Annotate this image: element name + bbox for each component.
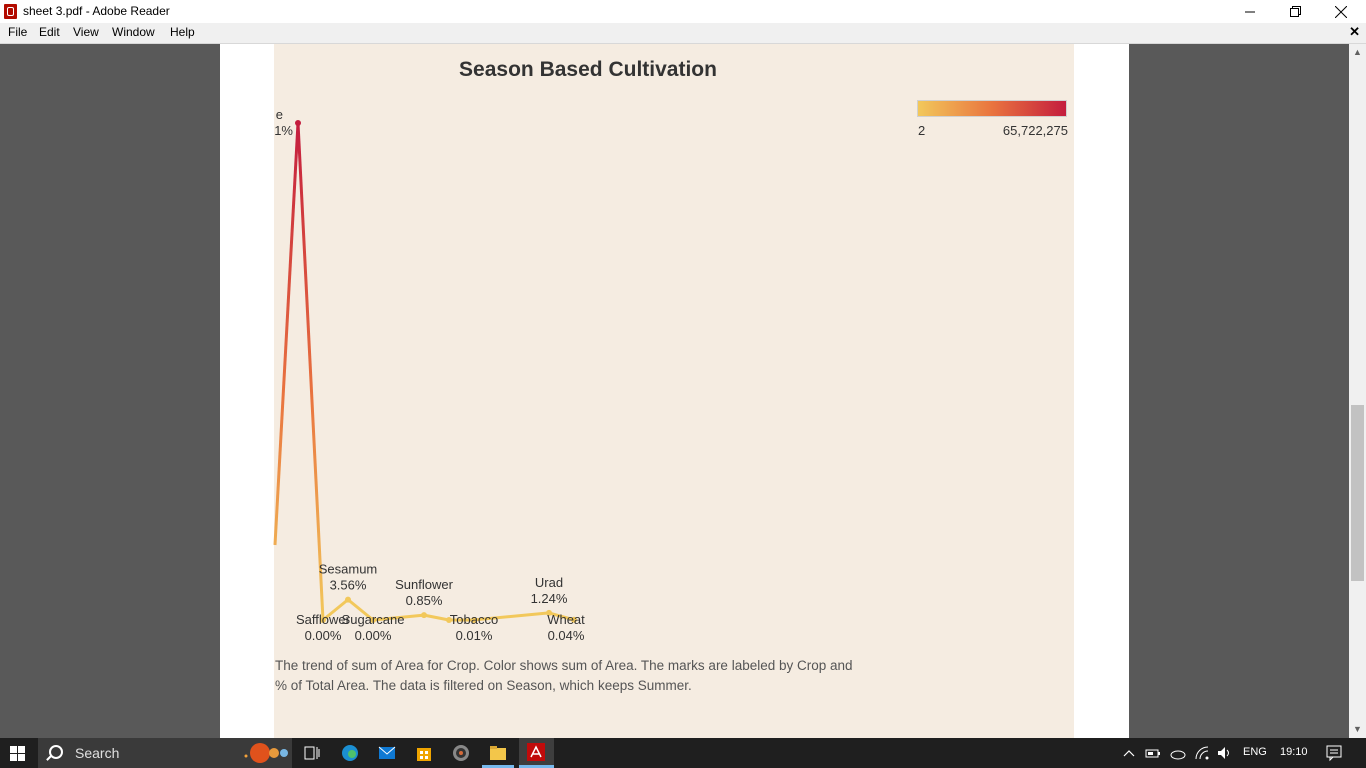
color-legend-max: 65,722,275 [1002, 123, 1068, 138]
language-indicator[interactable]: ENG [1243, 746, 1267, 758]
action-center-icon[interactable] [1325, 744, 1343, 762]
chart-sheet [274, 44, 1074, 738]
line-segment [273, 122, 300, 546]
line-segment [548, 611, 575, 622]
title-bar: sheet 3.pdf - Adobe Reader [0, 0, 1366, 23]
data-label-crop: Sunflower [395, 577, 453, 592]
volume-icon[interactable] [1216, 745, 1234, 763]
data-label-percent: 3.56% [330, 578, 367, 593]
minimize-icon [1245, 11, 1255, 12]
data-label-percent: 1% [274, 123, 293, 138]
store-icon[interactable] [415, 744, 433, 762]
scrollbar-thumb[interactable] [1351, 405, 1364, 581]
menu-edit[interactable]: Edit [39, 25, 60, 39]
caption-line-1: The trend of sum of Area for Crop. Color… [275, 658, 853, 673]
show-hidden-icons-icon[interactable] [1121, 745, 1139, 763]
onedrive-icon[interactable] [1169, 745, 1187, 763]
line-segment [423, 613, 450, 622]
mail-icon[interactable] [378, 744, 396, 762]
search-placeholder: Search [75, 745, 120, 761]
task-view-icon[interactable] [303, 744, 321, 762]
caption-line-2: % of Total Area. The data is filtered on… [275, 678, 692, 693]
data-label-crop: Tobacco [450, 612, 498, 627]
search-icon [49, 745, 63, 759]
adobe-reader-icon [4, 4, 17, 19]
color-legend-min: 2 [918, 123, 926, 138]
data-label-crop: e [276, 107, 283, 122]
scroll-up-icon[interactable]: ▲ [1353, 47, 1362, 57]
data-label-percent: 0.00% [355, 628, 392, 643]
search-highlight-icon [244, 743, 288, 763]
battery-icon[interactable] [1145, 745, 1163, 763]
menu-bar: File Edit View Window Help ✕ [0, 23, 1366, 44]
chart-title: Season Based Cultivation [459, 58, 717, 81]
menu-help[interactable]: Help [170, 25, 195, 39]
data-point[interactable] [471, 616, 477, 623]
close-icon [1335, 5, 1347, 18]
data-label-percent: 0.85% [406, 593, 443, 608]
taskbar-search-box[interactable]: Search [38, 738, 292, 768]
data-point[interactable] [446, 617, 452, 623]
line-segment [296, 122, 325, 621]
menu-file[interactable]: File [8, 25, 28, 39]
data-label-crop: Urad [535, 575, 563, 590]
menu-view[interactable]: View [73, 25, 99, 39]
wifi-icon[interactable] [1194, 745, 1212, 763]
data-label-crop: Wheat [547, 612, 585, 627]
data-point[interactable] [546, 609, 552, 616]
data-label-percent: 0.04% [548, 628, 585, 643]
file-explorer-icon[interactable] [489, 744, 507, 762]
data-point[interactable] [345, 596, 351, 603]
close-window-button[interactable] [1318, 0, 1364, 23]
adobe-reader-taskbar-icon [527, 743, 545, 761]
data-label-percent: 0.01% [456, 628, 493, 643]
line-segment [372, 613, 425, 622]
data-point[interactable] [370, 617, 376, 623]
color-legend-gradient [917, 100, 1067, 117]
data-point[interactable] [421, 612, 427, 619]
restore-button[interactable] [1272, 0, 1318, 23]
menu-window[interactable]: Window [112, 25, 155, 39]
data-point[interactable] [320, 617, 326, 623]
windows-start-icon[interactable] [10, 746, 26, 761]
media-player-icon[interactable] [452, 744, 470, 762]
data-label-crop: Safflower [296, 612, 351, 627]
chart-caption: The trend of sum of Area for Crop. Color… [275, 656, 915, 696]
line-segment [473, 611, 550, 622]
data-label-percent: 1.24% [531, 591, 568, 606]
minimize-button[interactable] [1227, 0, 1273, 23]
line-segment [347, 598, 374, 622]
data-label-crop: Sugarcane [342, 612, 405, 627]
explorer-active-indicator [482, 765, 514, 768]
line-segment [322, 598, 349, 622]
adobe-reader-taskbar-button[interactable] [519, 738, 554, 768]
restore-icon [1289, 6, 1301, 17]
scroll-down-icon[interactable]: ▼ [1353, 724, 1362, 734]
data-point[interactable] [571, 616, 577, 623]
vertical-scrollbar[interactable]: ▲ ▼ [1349, 44, 1366, 738]
data-label-crop: Sesamum [319, 562, 378, 577]
data-point[interactable] [295, 120, 301, 126]
edge-browser-icon[interactable] [341, 744, 359, 762]
clock[interactable]: 19:10 [1280, 746, 1308, 758]
close-document-icon[interactable]: ✕ [1349, 24, 1360, 39]
data-label-percent: 0.00% [305, 628, 342, 643]
window-title: sheet 3.pdf - Adobe Reader [23, 4, 170, 18]
taskbar: Search ENG 19:10 [0, 738, 1366, 768]
